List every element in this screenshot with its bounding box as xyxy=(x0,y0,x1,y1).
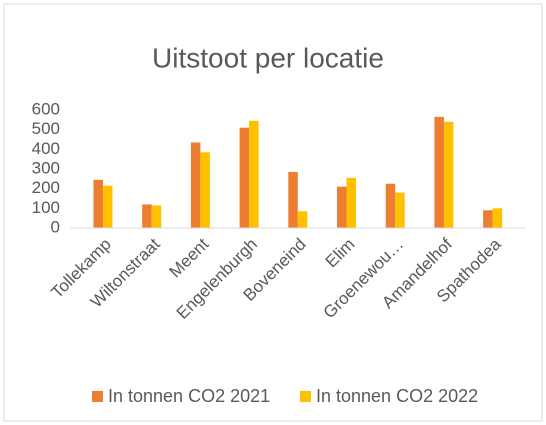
bar xyxy=(239,127,250,228)
bar xyxy=(151,205,162,228)
y-tick-label: 600 xyxy=(32,99,60,118)
bar xyxy=(443,121,454,228)
bar xyxy=(249,120,259,228)
bar xyxy=(288,171,298,228)
y-tick-label: 200 xyxy=(32,178,60,197)
legend-swatch xyxy=(92,391,103,402)
legend-swatch xyxy=(300,391,311,402)
bar xyxy=(297,211,308,228)
y-tick-label: 300 xyxy=(32,158,60,177)
y-tick-label: 400 xyxy=(32,139,60,158)
chart-title: Uitstoot per locatie xyxy=(152,42,384,73)
y-tick-label: 0 xyxy=(51,217,60,236)
bar xyxy=(102,185,113,228)
bar xyxy=(346,177,357,228)
bar xyxy=(434,116,444,228)
bar xyxy=(142,204,152,228)
legend-label: In tonnen CO2 2022 xyxy=(316,386,478,406)
y-tick-label: 500 xyxy=(32,119,60,138)
bar xyxy=(93,179,103,228)
y-tick-label: 100 xyxy=(32,198,60,217)
legend-label: In tonnen CO2 2021 xyxy=(108,386,270,406)
bar xyxy=(492,208,503,228)
bar xyxy=(483,210,493,228)
bar xyxy=(200,152,210,228)
bar xyxy=(190,142,201,228)
bar xyxy=(395,192,405,228)
bar xyxy=(337,186,347,228)
bar xyxy=(385,183,396,228)
